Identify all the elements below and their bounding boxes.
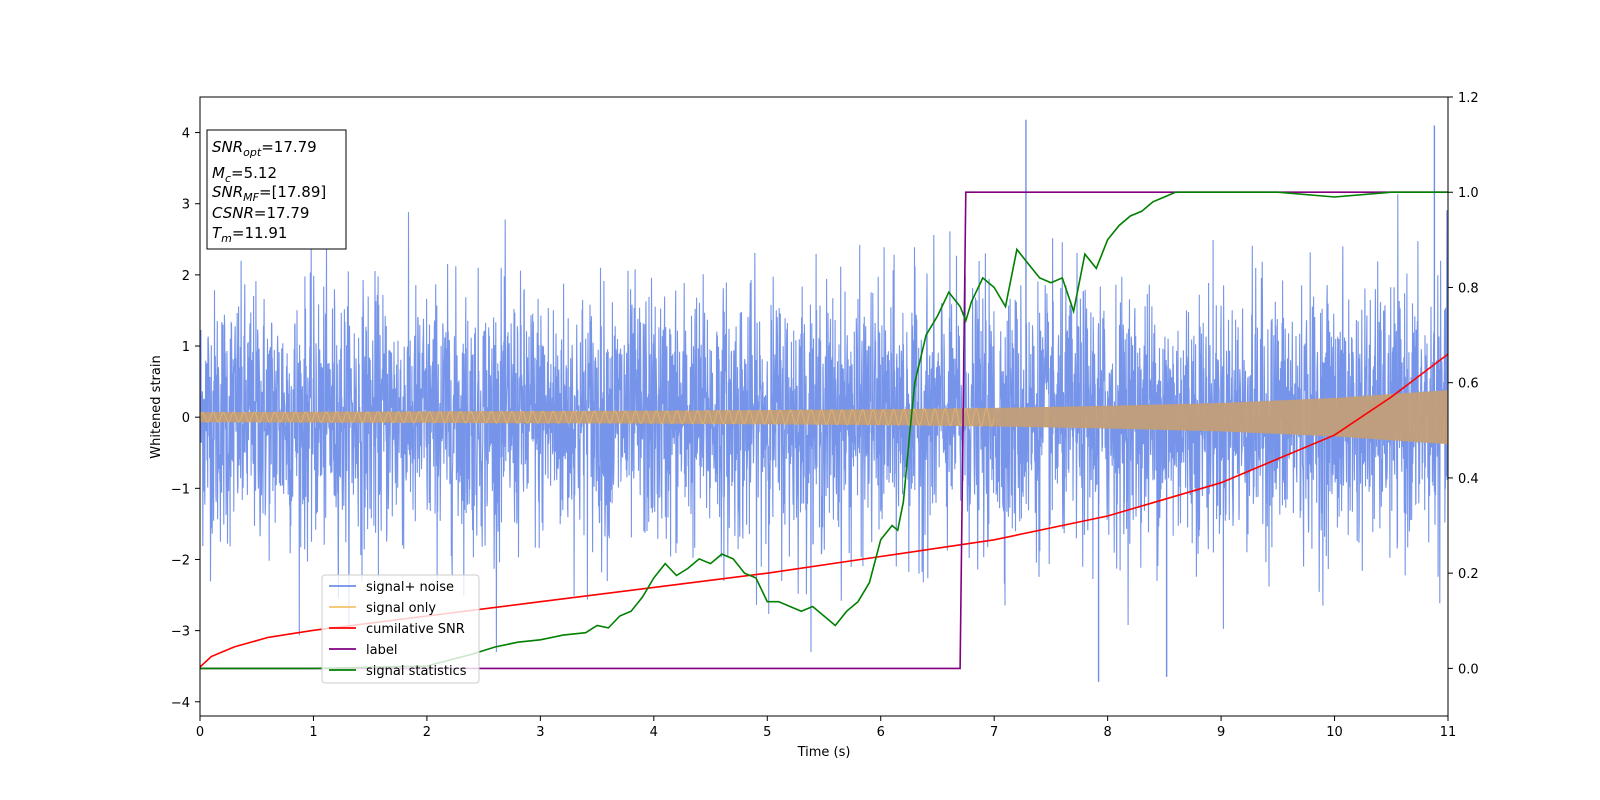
x-tick-label: 5 — [763, 725, 771, 740]
x-tick-label: 8 — [1103, 725, 1111, 740]
x-axis-label: Time (s) — [797, 745, 851, 760]
y-tick-label: 1 — [182, 340, 190, 355]
y2-tick-label: 0.0 — [1458, 662, 1479, 677]
x-tick-label: 1 — [309, 725, 317, 740]
info-base: M — [212, 164, 225, 182]
info-base: CSNR — [212, 204, 254, 222]
info-base: SNR — [212, 183, 243, 201]
signal-only-line — [200, 407, 995, 428]
info-line: Tm=11.91 — [212, 224, 287, 245]
legend: signal+ noise signal only cumilative SNR la… — [321, 574, 480, 684]
signal-only-series — [200, 390, 1448, 445]
info-value: =17.79 — [254, 204, 310, 222]
y-tick-label: 2 — [182, 269, 190, 284]
legend-entry: signal only — [366, 601, 436, 616]
legend-entry: cumilative SNR — [366, 622, 465, 637]
info-sub: c — [225, 172, 231, 185]
legend-entry: label — [366, 643, 397, 658]
info-value: =[17.89] — [259, 183, 326, 201]
x-tick-label: 10 — [1326, 725, 1343, 740]
info-value: =17.79 — [261, 138, 317, 156]
x-tick-label: 11 — [1440, 725, 1457, 740]
x-tick-label: 7 — [990, 725, 998, 740]
info-line: Mc=5.12 — [212, 164, 277, 185]
info-line: SNRopt=17.79 — [212, 138, 317, 159]
y2-tick-label: 0.4 — [1458, 472, 1479, 487]
x-tick-label: 0 — [196, 725, 204, 740]
info-value: =5.12 — [231, 164, 277, 182]
y-tick-label: −4 — [171, 696, 190, 711]
legend-entry: signal+ noise — [366, 580, 454, 595]
y-tick-label: 3 — [182, 198, 190, 213]
info-box-frame — [206, 129, 347, 250]
y2-tick-label: 1.2 — [1458, 91, 1479, 106]
y-tick-label: −3 — [171, 625, 190, 640]
signal-statistics-line — [200, 191, 1448, 670]
x-tick-label: 6 — [877, 725, 885, 740]
y-axis-label: Whitened strain — [149, 355, 164, 458]
info-base: T — [212, 224, 223, 242]
info-line: CSNR=17.79 — [212, 204, 309, 222]
cumilative-snr-line — [200, 353, 1448, 668]
legend-frame — [321, 574, 480, 684]
y2-tick-label: 0.2 — [1458, 567, 1479, 582]
info-box: SNRopt=17.79Mc=5.12SNRMF=[17.89]CSNR=17.… — [206, 129, 347, 250]
plot-frame — [199, 96, 1449, 717]
x-tick-label: 9 — [1217, 725, 1225, 740]
y2-tick-label: 1.0 — [1458, 186, 1479, 201]
info-value: =11.91 — [232, 224, 288, 242]
y-tick-label: −2 — [171, 553, 190, 568]
y2-tick-label: 0.8 — [1458, 281, 1479, 296]
info-base: SNR — [212, 138, 243, 156]
y-tick-label: 0 — [182, 411, 190, 426]
info-line: SNRMF=[17.89] — [212, 183, 326, 204]
x-tick-label: 3 — [536, 725, 544, 740]
info-sub: MF — [243, 191, 259, 204]
info-sub: opt — [243, 146, 262, 159]
y-tick-label: 4 — [182, 127, 190, 142]
info-sub: m — [221, 232, 232, 245]
y-tick-label: −1 — [171, 482, 190, 497]
x-tick-label: 4 — [650, 725, 658, 740]
legend-entry: signal statistics — [366, 664, 467, 679]
x-tick-label: 2 — [423, 725, 431, 740]
y2-tick-label: 0.6 — [1458, 377, 1479, 392]
